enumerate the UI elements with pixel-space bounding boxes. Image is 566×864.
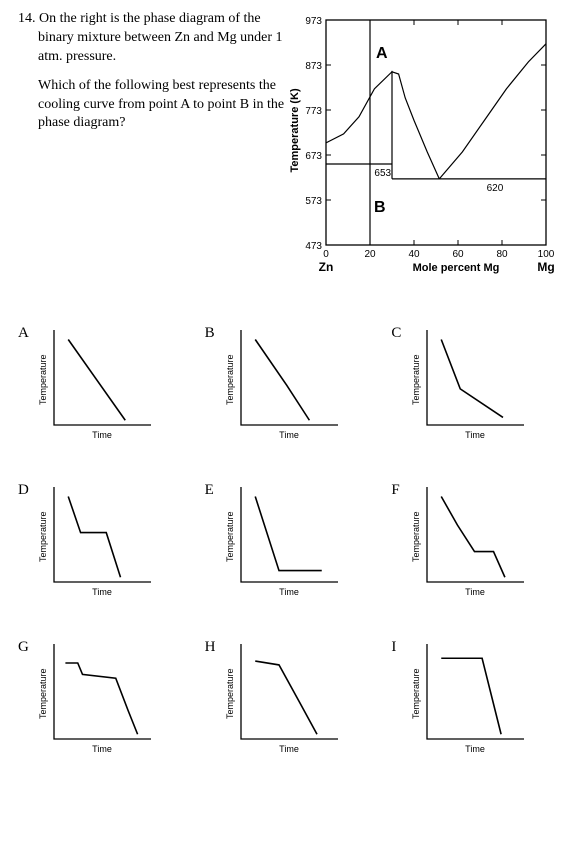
option-I[interactable]: I Time Temperature — [391, 639, 556, 764]
svg-text:60: 60 — [452, 249, 464, 260]
svg-text:Temperature: Temperature — [38, 668, 48, 719]
svg-text:Time: Time — [92, 587, 112, 597]
svg-text:Time: Time — [466, 744, 486, 754]
cooling-curve-F: Time Temperature — [409, 482, 539, 602]
option-label: E — [205, 482, 223, 499]
option-label: D — [18, 482, 36, 499]
svg-text:773: 773 — [305, 106, 322, 117]
qpara1: On the right is the phase diagram of the… — [38, 11, 283, 64]
option-D[interactable]: D Time Temperature — [18, 482, 183, 607]
cooling-curve-D: Time Temperature — [36, 482, 166, 602]
svg-text:973: 973 — [305, 16, 322, 27]
svg-text:Time: Time — [92, 744, 112, 754]
option-C[interactable]: C Time Temperature — [391, 325, 556, 450]
svg-text:673: 673 — [305, 151, 322, 162]
option-label: B — [205, 325, 223, 342]
option-label: I — [391, 639, 409, 656]
svg-text:473: 473 — [305, 241, 322, 252]
svg-text:Time: Time — [279, 430, 299, 440]
phase-diagram-svg: 473 573 673 773 873 973 0 20 40 60 80 100 Zn Mg Mole p… — [286, 10, 556, 290]
svg-text:Mole percent Mg: Mole percent Mg — [413, 262, 500, 274]
qnum: 14. — [18, 11, 36, 26]
option-E[interactable]: E Time Temperature — [205, 482, 370, 607]
svg-text:Zn: Zn — [319, 260, 334, 274]
svg-text:653: 653 — [374, 168, 391, 179]
svg-text:620: 620 — [487, 183, 504, 194]
svg-text:Temperature: Temperature — [38, 354, 48, 405]
phase-diagram: 473 573 673 773 873 973 0 20 40 60 80 100 Zn Mg Mole p… — [286, 10, 556, 295]
option-F[interactable]: F Time Temperature — [391, 482, 556, 607]
svg-text:0: 0 — [323, 249, 329, 260]
svg-text:Temperature: Temperature — [38, 511, 48, 562]
svg-text:873: 873 — [305, 61, 322, 72]
cooling-curve-E: Time Temperature — [223, 482, 353, 602]
cooling-curve-C: Time Temperature — [409, 325, 539, 445]
svg-text:Temperature: Temperature — [225, 354, 235, 405]
svg-text:Mg: Mg — [537, 260, 554, 274]
option-H[interactable]: H Time Temperature — [205, 639, 370, 764]
option-label: C — [391, 325, 409, 342]
svg-text:Time: Time — [466, 430, 486, 440]
cooling-curve-G: Time Temperature — [36, 639, 166, 759]
option-A[interactable]: A Time Temperature — [18, 325, 183, 450]
svg-text:Time: Time — [466, 587, 486, 597]
cooling-curve-A: Time Temperature — [36, 325, 166, 445]
svg-text:Time: Time — [92, 430, 112, 440]
option-label: F — [391, 482, 409, 499]
svg-text:B: B — [374, 199, 386, 216]
answer-options: A Time Temperature B Time Temperature C Time Tem… — [0, 295, 566, 806]
svg-text:Temperature: Temperature — [411, 511, 421, 562]
svg-text:Temperature: Temperature — [225, 511, 235, 562]
svg-text:Time: Time — [279, 587, 299, 597]
svg-text:20: 20 — [364, 249, 376, 260]
option-B[interactable]: B Time Temperature — [205, 325, 370, 450]
svg-text:40: 40 — [408, 249, 420, 260]
question-text: 14. On the right is the phase diagram of… — [18, 10, 286, 295]
option-label: G — [18, 639, 36, 656]
qpara2: Which of the following best represents t… — [18, 77, 286, 134]
svg-text:573: 573 — [305, 196, 322, 207]
svg-text:Temperature: Temperature — [411, 668, 421, 719]
svg-text:80: 80 — [496, 249, 508, 260]
option-label: H — [205, 639, 223, 656]
svg-text:Temperature: Temperature — [411, 354, 421, 405]
svg-text:Temperature (K): Temperature (K) — [289, 88, 301, 172]
svg-text:Time: Time — [279, 744, 299, 754]
cooling-curve-B: Time Temperature — [223, 325, 353, 445]
svg-text:A: A — [376, 45, 388, 62]
cooling-curve-I: Time Temperature — [409, 639, 539, 759]
option-G[interactable]: G Time Temperature — [18, 639, 183, 764]
svg-text:100: 100 — [538, 249, 555, 260]
option-label: A — [18, 325, 36, 342]
svg-text:Temperature: Temperature — [225, 668, 235, 719]
cooling-curve-H: Time Temperature — [223, 639, 353, 759]
